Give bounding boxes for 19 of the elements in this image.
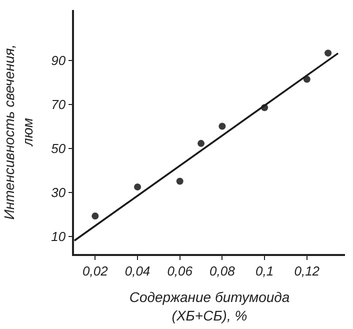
point — [176, 178, 184, 185]
x-tick-label: 0,02 — [82, 263, 109, 278]
x-tick-label: 0,06 — [167, 263, 194, 278]
y-tick-label: 10 — [51, 228, 66, 244]
point — [92, 212, 99, 220]
y-tick-label: 90 — [51, 53, 66, 68]
x-axis-title: Содержание битумоида (ХБ+СБ), % — [129, 289, 290, 324]
y-tick-label: 70 — [51, 97, 66, 112]
x-tick-label: 0,08 — [210, 263, 236, 278]
point — [198, 140, 205, 147]
x-tick-label: 0,1 — [256, 263, 274, 278]
y-tick-label: 50 — [51, 141, 66, 156]
point — [134, 183, 142, 190]
y-tick-label: 30 — [51, 185, 66, 200]
point — [324, 50, 332, 57]
x-tick-label: 0,04 — [124, 263, 150, 278]
point — [218, 122, 226, 130]
y-axis-title: Интенсивность свечения, люм — [1, 44, 36, 220]
x-tick-label: 0,12 — [294, 263, 320, 278]
